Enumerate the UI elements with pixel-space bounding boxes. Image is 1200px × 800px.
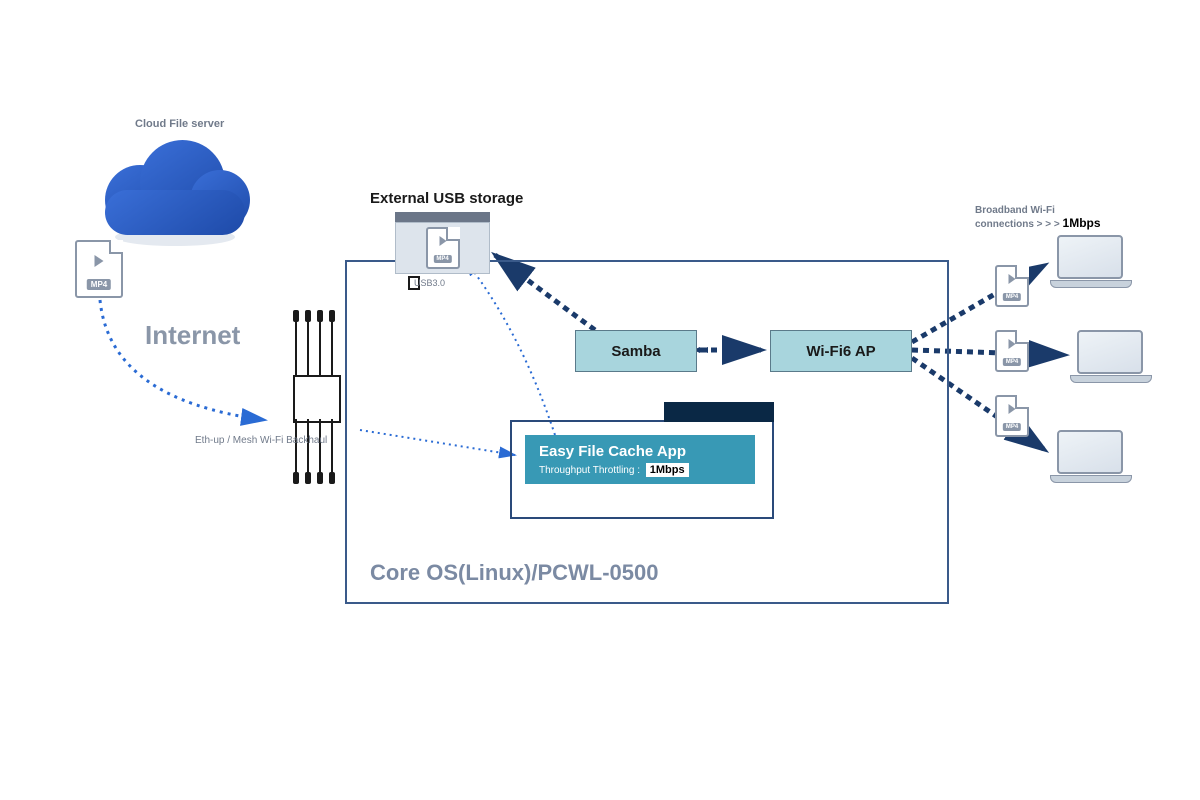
cloud-icon: [105, 140, 245, 235]
mp4-file-icon: MP4: [75, 240, 123, 298]
mp4-file-icon: MP4: [995, 395, 1029, 437]
wifi6-ap-node: Wi-Fi6 AP: [770, 330, 912, 372]
usb-port-label: USB3.0: [414, 278, 445, 288]
laptop-icon: [1050, 235, 1130, 290]
router-icon: [275, 320, 355, 470]
samba-node: Samba: [575, 330, 697, 372]
cloud-label: Cloud File server: [135, 118, 224, 130]
app-tab: [664, 402, 774, 422]
mp4-file-icon: MP4: [995, 330, 1029, 372]
app-subtitle: Throughput Throttling : 1Mbps: [539, 464, 741, 476]
mp4-file-icon: MP4: [995, 265, 1029, 307]
router-label: Eth-up / Mesh Wi-Fi Backhaul: [195, 435, 327, 446]
usb-storage-icon: MP4: [395, 212, 490, 274]
laptop-icon: [1050, 430, 1130, 485]
easy-file-cache-app: Easy File Cache App Throughput Throttlin…: [525, 435, 755, 484]
usb-title: External USB storage: [370, 190, 523, 207]
internet-label: Internet: [145, 320, 240, 351]
app-title: Easy File Cache App: [539, 443, 741, 460]
broadband-label: Broadband Wi-Fi connections > > > 1Mbps: [975, 205, 1101, 230]
laptop-icon: [1070, 330, 1150, 385]
core-os-label: Core OS(Linux)/PCWL-0500: [370, 560, 658, 586]
